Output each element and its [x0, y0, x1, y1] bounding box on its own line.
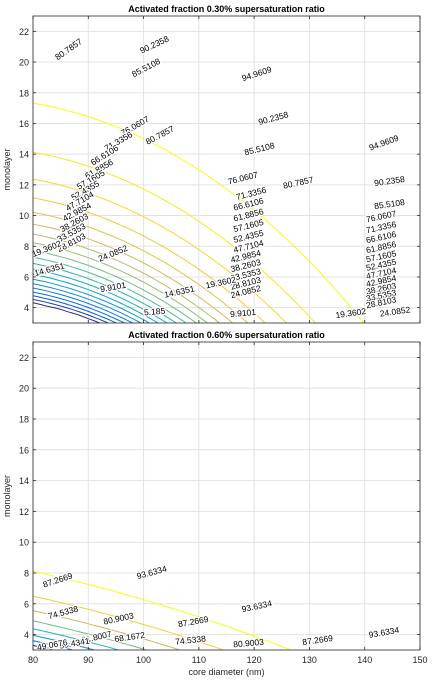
contour-label: 5.185 [144, 306, 166, 318]
chart-title: Activated fraction 0.30% supersaturation… [128, 4, 325, 14]
contour-line [33, 570, 291, 650]
x-tick-label: 100 [136, 655, 151, 665]
y-tick-label: 18 [19, 415, 29, 425]
y-axis-label: monolayer [2, 475, 12, 517]
contour-line [33, 223, 233, 323]
contour-line [33, 291, 125, 323]
contour-line [33, 640, 73, 650]
contour-label: 80.9003 [233, 637, 265, 650]
ticks: 4 6 8 10 12 14 16 18 20 22 [19, 16, 421, 323]
y-tick-label: 8 [24, 242, 29, 252]
contour-line [33, 242, 208, 323]
contour-line [33, 628, 119, 650]
contour-line [33, 610, 180, 650]
axes-box [32, 15, 421, 324]
y-tick-label: 20 [19, 58, 29, 68]
x-tick-label: 120 [247, 655, 262, 665]
contour-line [33, 211, 248, 323]
contour-line [33, 102, 365, 323]
y-axis-label: monolayer [2, 148, 12, 190]
contour-line [33, 256, 187, 323]
y-tick-label: 16 [19, 119, 29, 129]
ticks: 4 6 8 10 12 14 16 18 20 22 80 90 100 110 120 130 140 150 [19, 342, 428, 665]
x-tick-label: 80 [28, 655, 38, 665]
contour-line [33, 634, 95, 650]
x-tick-label: 140 [357, 655, 372, 665]
contour-line [33, 287, 133, 323]
contour-line [33, 302, 100, 323]
chart-title: Activated fraction 0.60% supersaturation… [128, 330, 325, 340]
y-tick-label: 4 [24, 630, 29, 640]
y-tick-label: 6 [24, 272, 29, 282]
x-tick-label: 150 [412, 655, 427, 665]
y-tick-label: 4 [24, 303, 29, 313]
x-axis-label: core diameter (nm) [188, 667, 264, 677]
contour-line [33, 268, 168, 323]
y-tick-label: 6 [24, 599, 29, 609]
y-tick-label: 22 [19, 27, 29, 37]
y-tick-label: 12 [19, 180, 29, 190]
x-tick-label: 90 [83, 655, 93, 665]
contour-line [33, 620, 147, 650]
x-tick-label: 110 [192, 655, 206, 665]
plot-area [33, 342, 420, 650]
y-tick-label: 14 [19, 476, 29, 486]
y-tick-label: 10 [19, 211, 29, 221]
contour-label: 74.5338 [175, 633, 207, 646]
contour-line [33, 595, 224, 650]
axes-box [32, 341, 421, 651]
contour-line [33, 262, 177, 323]
contour-line [33, 283, 142, 323]
contour-line [33, 644, 53, 650]
contour-line [33, 298, 109, 323]
contour-line [33, 295, 117, 323]
y-tick-label: 8 [24, 569, 29, 579]
contour-line [33, 273, 159, 323]
y-tick-label: 22 [19, 353, 29, 363]
contour-lines [33, 102, 365, 323]
contour-line [33, 197, 266, 323]
contour-line [33, 233, 220, 323]
y-tick-label: 18 [19, 88, 29, 98]
contour-label: 68.1672 [114, 630, 146, 644]
contour-line [33, 249, 197, 323]
contour-line [33, 178, 287, 323]
y-tick-label: 14 [19, 150, 29, 160]
x-tick-label: 130 [302, 655, 317, 665]
contour-line [33, 151, 316, 323]
y-tick-label: 10 [19, 538, 29, 548]
y-tick-label: 20 [19, 384, 29, 394]
contour-line [33, 278, 150, 323]
contour-label: 9.9101 [230, 307, 257, 319]
contour-lines [33, 570, 291, 650]
y-tick-label: 16 [19, 445, 29, 455]
y-tick-label: 12 [19, 507, 29, 517]
